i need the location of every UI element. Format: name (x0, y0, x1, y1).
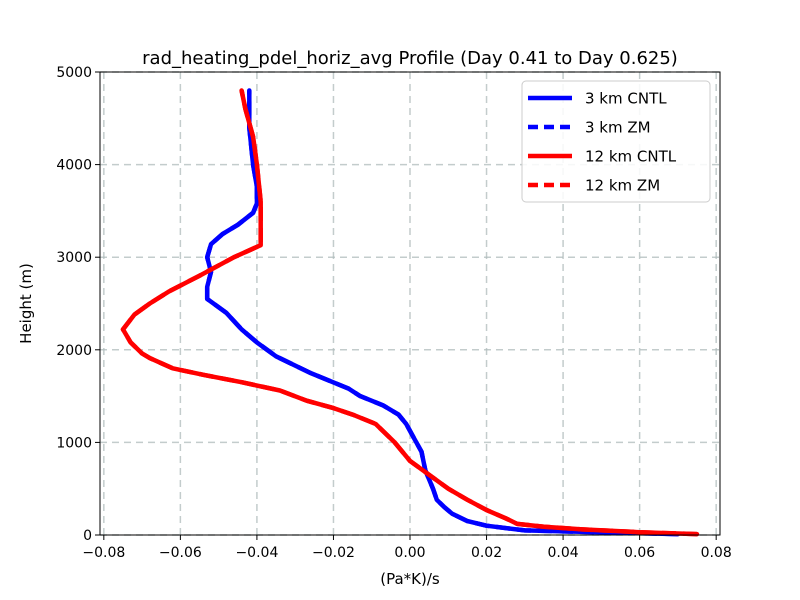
x-tick-label: 0.06 (624, 545, 655, 561)
x-tick-label: −0.06 (159, 545, 202, 561)
legend-label: 3 km CNTL (585, 90, 667, 108)
x-tick-label: 0.02 (471, 545, 502, 561)
chart-title: rad_heating_pdel_horiz_avg Profile (Day … (142, 48, 678, 69)
x-tick-label: 0.00 (394, 545, 425, 561)
legend-frame (521, 80, 711, 203)
x-tick-label: 0.08 (701, 545, 732, 561)
series-line-3-km-zm (204, 90, 678, 537)
y-tick-label: 1000 (56, 435, 92, 451)
legend-label: 3 km ZM (585, 119, 651, 137)
y-tick-label: 0 (83, 528, 92, 544)
x-tick-label: −0.08 (82, 545, 125, 561)
legend-label: 12 km CNTL (585, 148, 677, 166)
x-axis-ticks: −0.08 −0.06 −0.04 −0.02 0.00 0.02 0.04 0.06 0.08 (82, 535, 732, 561)
y-tick-label: 4000 (56, 158, 92, 174)
y-axis-label: Height (m) (17, 263, 35, 344)
x-tick-label: 0.04 (548, 545, 579, 561)
legend-label: 12 km ZM (585, 177, 660, 195)
series-lines (120, 88, 700, 537)
x-tick-label: −0.02 (312, 545, 355, 561)
y-tick-label: 3000 (56, 250, 92, 266)
series-line-12-km-zm (120, 90, 698, 537)
y-tick-label: 5000 (56, 65, 92, 81)
x-tick-label: −0.04 (235, 545, 278, 561)
y-tick-label: 2000 (56, 343, 92, 359)
y-axis-ticks: 0 1000 2000 3000 4000 5000 (56, 65, 100, 544)
legend: 3 km CNTL 3 km ZM 12 km CNTL 12 km ZM (521, 80, 711, 203)
x-axis-label: (Pa*K)/s (380, 570, 440, 588)
